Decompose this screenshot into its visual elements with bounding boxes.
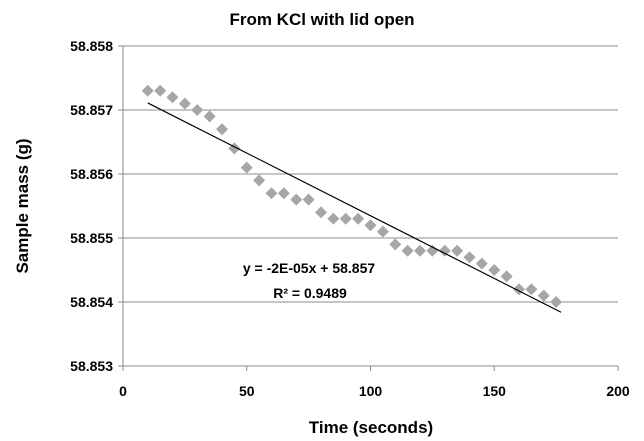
data-point [339, 212, 352, 225]
trendline-equation: y = -2E-05x + 58.857 [243, 260, 376, 276]
data-point [352, 212, 365, 225]
data-point [414, 244, 426, 257]
y-tick-label: 58.855 [70, 230, 113, 246]
data-point [240, 161, 253, 174]
data-point [191, 104, 204, 116]
data-point [475, 257, 488, 270]
axes [118, 45, 619, 371]
data-point [166, 91, 179, 104]
y-tick-label: 58.856 [70, 166, 113, 182]
data-point [550, 296, 563, 308]
data-point [154, 84, 167, 97]
y-tick-label: 58.853 [70, 358, 113, 374]
y-axis-label: Sample mass (g) [13, 138, 32, 273]
data-point [364, 219, 377, 232]
data-point [500, 270, 513, 283]
data-point [401, 244, 414, 257]
chart-title: From KCl with lid open [229, 10, 414, 29]
data-point [302, 193, 315, 206]
data-point [141, 84, 154, 97]
data-point [290, 193, 303, 206]
x-tick-label: 200 [606, 383, 630, 399]
data-point [525, 283, 538, 296]
data-point [389, 238, 402, 251]
data-point [277, 187, 290, 200]
data-point [253, 174, 266, 187]
data-point [376, 225, 389, 238]
tick-labels: 58.853 58.854 58.855 58.856 58.857 58.858 0 50 1… [70, 38, 630, 399]
x-tick-label: 0 [119, 383, 127, 399]
data-point [327, 212, 340, 225]
linear-trendline [147, 102, 562, 313]
data-point [265, 187, 278, 200]
y-tick-label: 58.857 [70, 102, 113, 118]
data-point [178, 97, 191, 110]
y-tick-label: 58.858 [70, 38, 113, 54]
gridlines [123, 45, 618, 367]
x-tick-label: 150 [483, 383, 507, 399]
data-point [451, 244, 464, 257]
x-tick-label: 100 [359, 383, 383, 399]
data-point [463, 251, 476, 264]
data-point [216, 123, 228, 136]
x-axis-label: Time (seconds) [309, 418, 433, 437]
data-points [141, 84, 563, 308]
data-point [537, 289, 550, 302]
data-point [426, 244, 439, 257]
y-tick-label: 58.854 [70, 294, 113, 310]
x-tick-label: 50 [239, 383, 255, 399]
data-point [203, 110, 216, 123]
data-point [438, 244, 451, 257]
data-point [488, 264, 501, 276]
trendline-r-squared: R² = 0.9489 [273, 285, 347, 301]
data-point [315, 206, 327, 219]
